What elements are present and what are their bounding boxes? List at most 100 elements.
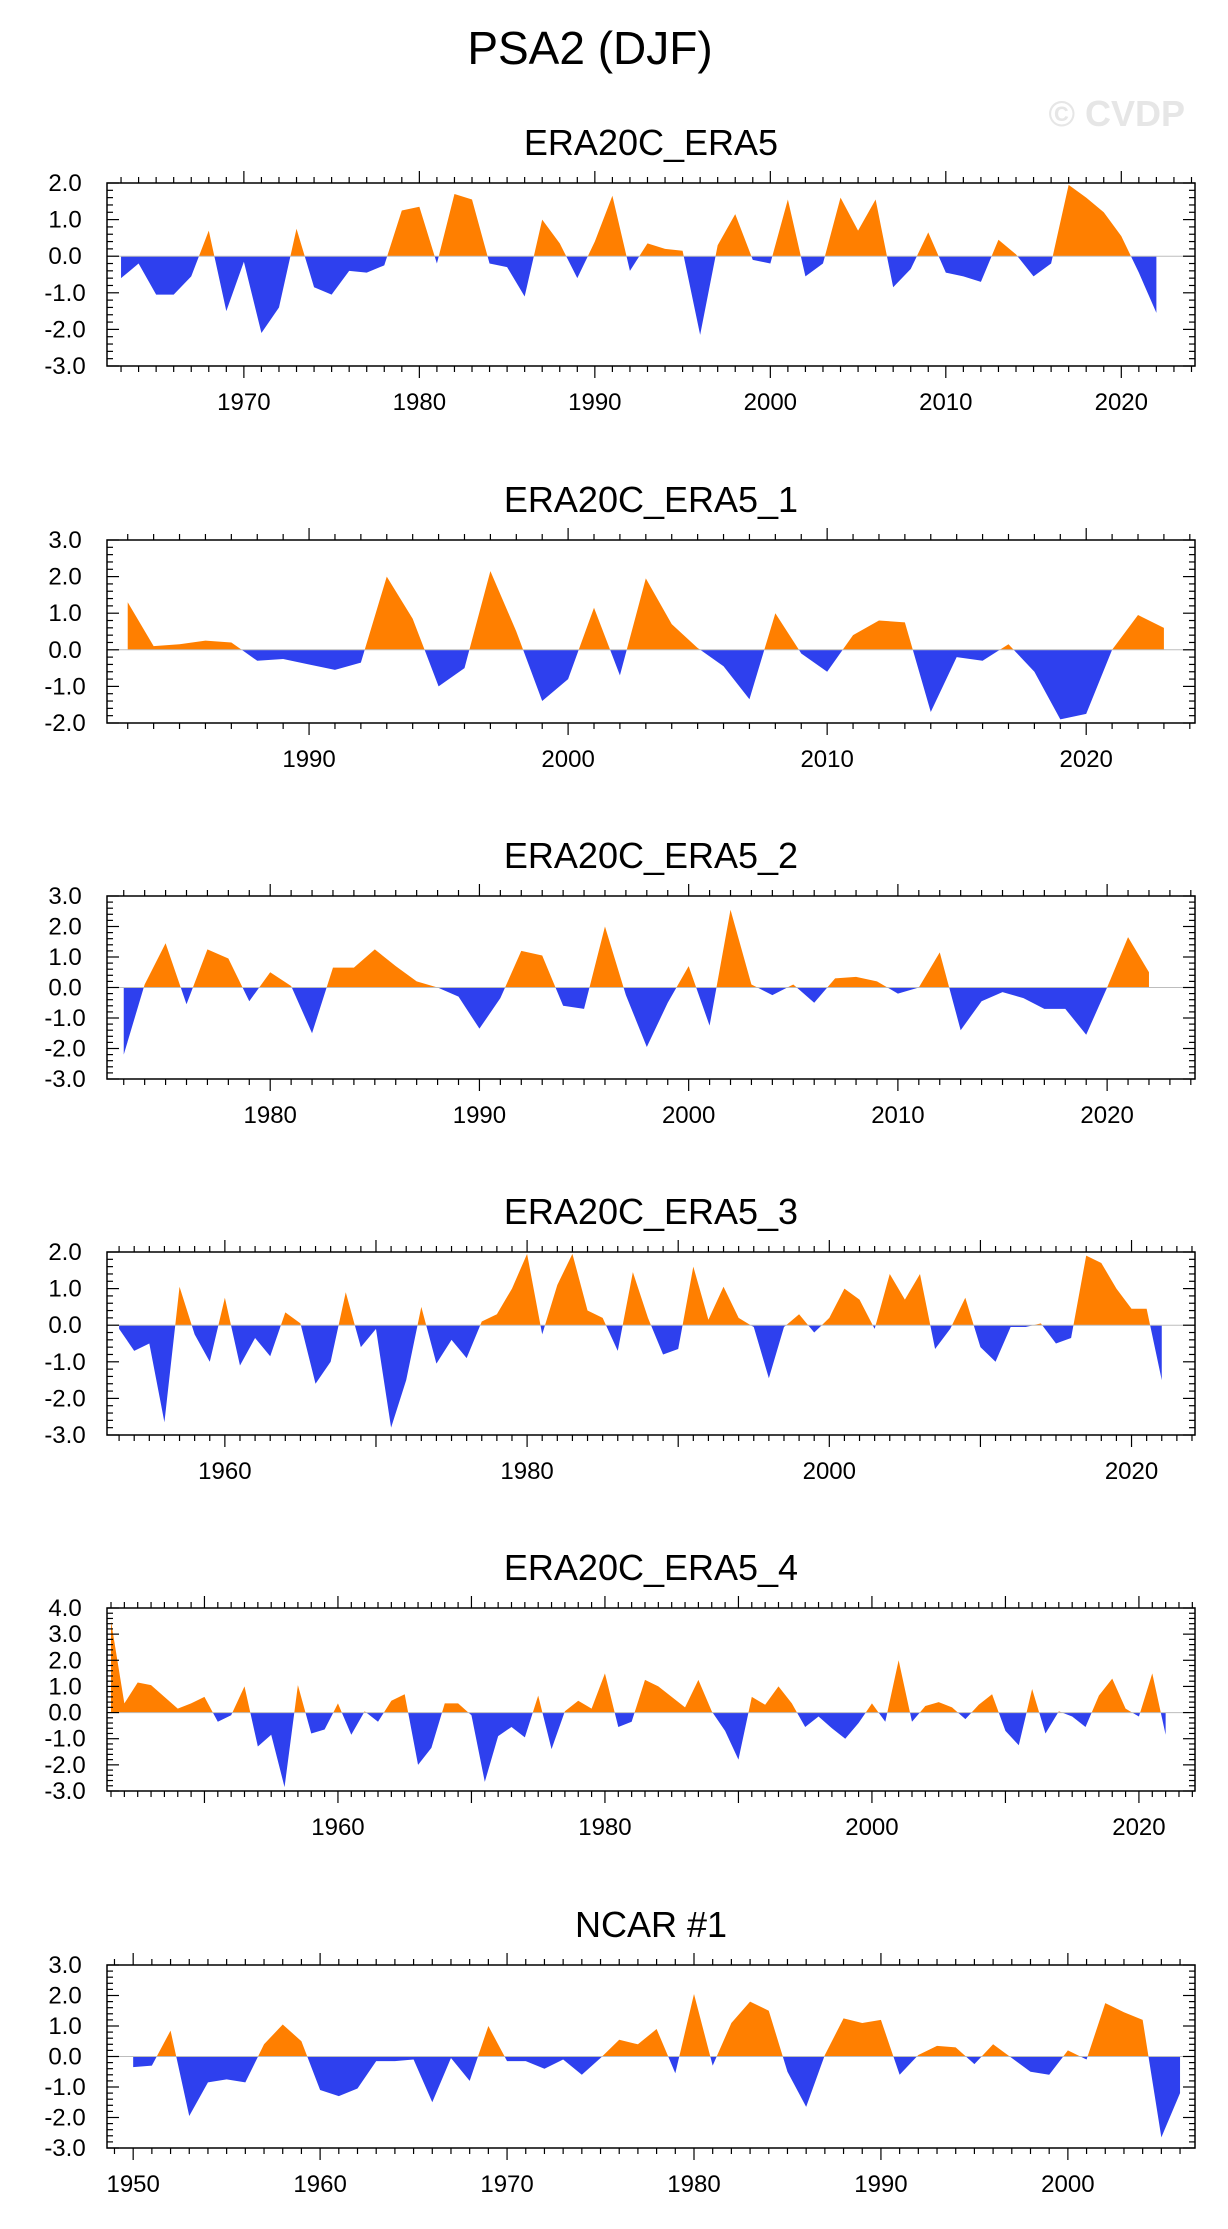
x-tick-label: 2020 xyxy=(1105,1458,1158,1485)
y-tick-label: 4.0 xyxy=(48,1595,81,1622)
panel-title: NCAR #1 xyxy=(575,1904,727,1945)
x-tick-label: 1980 xyxy=(667,2171,720,2198)
x-tick-label: 2020 xyxy=(1112,1814,1165,1841)
y-tick-label: 1.0 xyxy=(48,944,81,971)
x-tick-label: 2010 xyxy=(800,746,853,773)
negative-anomaly-area xyxy=(127,649,1164,720)
panel-2: ERA20C_ERA5_1 3.0 2.0 1.0 0.0 -1.0 -2.0 1990 200… xyxy=(44,479,1196,773)
x-tick-label: 1950 xyxy=(106,2171,159,2198)
x-tick-label: 2010 xyxy=(919,389,972,416)
x-tick-label: 2020 xyxy=(1060,746,1113,773)
cvdp-watermark: © CVDP xyxy=(1048,93,1185,134)
y-tick-label: -3.0 xyxy=(44,1778,85,1805)
x-tick-label: 2000 xyxy=(803,1458,856,1485)
y-tick-label: -1.0 xyxy=(44,1005,85,1032)
x-tick-label: 2000 xyxy=(744,389,797,416)
y-tick-label: -1.0 xyxy=(44,1726,85,1753)
y-tick-label: -2.0 xyxy=(44,710,85,737)
x-tick-label: 1980 xyxy=(244,1102,297,1129)
x-tick-label: 1960 xyxy=(311,1814,364,1841)
negative-anomaly-area xyxy=(119,1325,1162,1428)
x-tick-label: 1990 xyxy=(568,389,621,416)
positive-anomaly-area xyxy=(121,184,1157,257)
x-tick-label: 2000 xyxy=(845,1814,898,1841)
x-tick-label: 1990 xyxy=(453,1102,506,1129)
y-tick-label: 1.0 xyxy=(48,1276,81,1303)
panel-title: ERA20C_ERA5 xyxy=(524,122,778,163)
panel-title: ERA20C_ERA5_1 xyxy=(504,479,798,520)
panel-6: NCAR #1 3.0 2.0 1.0 0.0 -1.0 -2.0 -3.0 1950 1960 1… xyxy=(44,1904,1196,2198)
positive-anomaly-area xyxy=(111,1621,1166,1713)
panel-1: ERA20C_ERA5 2.0 1.0 0.0 -1.0 -2.0 -3.0 1970 1980… xyxy=(44,122,1196,416)
x-tick-label: 1960 xyxy=(198,1458,251,1485)
figure-title: PSA2 (DJF) xyxy=(467,22,712,74)
y-tick-label: 2.0 xyxy=(48,1647,81,1674)
negative-anomaly-area xyxy=(111,1712,1166,1788)
y-tick-label: 3.0 xyxy=(48,1621,81,1648)
y-tick-label: 2.0 xyxy=(48,564,81,591)
y-tick-label: 3.0 xyxy=(48,883,81,910)
y-tick-label: 0.0 xyxy=(48,1700,81,1727)
x-tick-label: 2020 xyxy=(1095,389,1148,416)
y-tick-label: -2.0 xyxy=(44,1752,85,1779)
panel-title: ERA20C_ERA5_2 xyxy=(504,835,798,876)
positive-anomaly-area xyxy=(127,571,1164,650)
y-tick-label: 0.0 xyxy=(48,637,81,664)
y-tick-label: 1.0 xyxy=(48,207,81,234)
x-tick-label: 2000 xyxy=(541,746,594,773)
x-tick-label: 2000 xyxy=(1041,2171,1094,2198)
x-tick-label: 1980 xyxy=(393,389,446,416)
plot-frame xyxy=(106,182,1196,367)
x-tick-label: 1980 xyxy=(578,1814,631,1841)
y-tick-label: 1.0 xyxy=(48,2013,81,2040)
x-tick-label: 2000 xyxy=(662,1102,715,1129)
panel-5: ERA20C_ERA5_4 4.03.02.01.00.0-1.0-2.0-3.0… xyxy=(44,1547,1196,1841)
y-tick-label: 2.0 xyxy=(48,170,81,197)
plot-frame xyxy=(106,539,1196,724)
negative-anomaly-area xyxy=(123,987,1149,1055)
y-tick-label: -1.0 xyxy=(44,280,85,307)
y-tick-label: 3.0 xyxy=(48,1952,81,1979)
plot-frame xyxy=(106,1607,1196,1792)
x-tick-label: 1970 xyxy=(480,2171,533,2198)
negative-anomaly-area xyxy=(133,2056,1181,2138)
y-tick-label: 3.0 xyxy=(48,527,81,554)
y-tick-label: 2.0 xyxy=(48,1983,81,2010)
y-tick-label: 2.0 xyxy=(48,1239,81,1266)
y-tick-label: -3.0 xyxy=(44,1422,85,1449)
y-tick-label: 2.0 xyxy=(48,914,81,941)
y-tick-label: -3.0 xyxy=(44,2135,85,2162)
panel-3: ERA20C_ERA5_2 3.0 2.0 1.0 0.0 -1.0 -2.0 -3.0 198… xyxy=(44,835,1196,1129)
y-tick-label: -3.0 xyxy=(44,1066,85,1093)
plot-frame xyxy=(106,1251,1196,1436)
y-tick-label: 1.0 xyxy=(48,1673,81,1700)
x-tick-label: 2020 xyxy=(1080,1102,1133,1129)
x-tick-label: 1960 xyxy=(293,2171,346,2198)
positive-anomaly-area xyxy=(119,1253,1162,1326)
panel-4: ERA20C_ERA5_3 2.0 1.0 0.0 -1.0 -2.0 -3.0 1960 19… xyxy=(44,1191,1196,1485)
y-tick-label: 0.0 xyxy=(48,243,81,270)
x-tick-label: 2010 xyxy=(871,1102,924,1129)
y-tick-label: 1.0 xyxy=(48,600,81,627)
y-tick-label: 0.0 xyxy=(48,975,81,1002)
y-tick-label: -2.0 xyxy=(44,2105,85,2132)
x-tick-label: 1990 xyxy=(282,746,335,773)
positive-anomaly-area xyxy=(133,1993,1181,2057)
y-tick-label: -2.0 xyxy=(44,1036,85,1063)
y-tick-label: 0.0 xyxy=(48,1312,81,1339)
panel-title: ERA20C_ERA5_3 xyxy=(504,1191,798,1232)
y-tick-label: 0.0 xyxy=(48,2044,81,2071)
negative-anomaly-area xyxy=(121,256,1157,335)
x-tick-label: 1970 xyxy=(217,389,270,416)
x-tick-label: 1980 xyxy=(500,1458,553,1485)
panel-title: ERA20C_ERA5_4 xyxy=(504,1547,798,1588)
y-tick-label: -3.0 xyxy=(44,353,85,380)
positive-anomaly-area xyxy=(123,909,1149,988)
y-tick-label: -2.0 xyxy=(44,316,85,343)
y-tick-label: -1.0 xyxy=(44,673,85,700)
y-tick-label: -2.0 xyxy=(44,1385,85,1412)
x-tick-label: 1990 xyxy=(854,2171,907,2198)
y-tick-label: -1.0 xyxy=(44,1349,85,1376)
